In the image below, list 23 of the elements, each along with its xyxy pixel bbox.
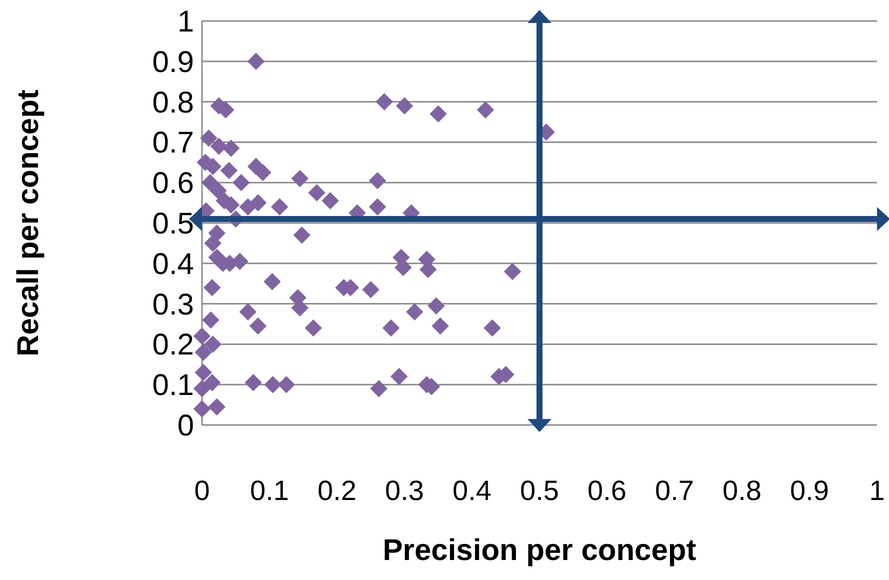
- y-tick-label: 1: [177, 6, 194, 38]
- x-tick-label: 0.3: [385, 475, 424, 506]
- y-tick-label: 0.5: [152, 208, 194, 240]
- y-tick-label: 0.3: [152, 288, 194, 322]
- y-axis-title: Recall per concept: [12, 90, 45, 356]
- y-tick-label: 0.6: [152, 167, 194, 200]
- y-tick-label: 0.9: [152, 46, 194, 79]
- y-tick-label: 0: [177, 410, 194, 442]
- x-tick-label: 0.9: [790, 475, 829, 506]
- x-tick-label: 0.7: [655, 475, 694, 506]
- x-tick-label: 0.4: [452, 475, 492, 506]
- x-tick-label: 1: [869, 475, 885, 506]
- x-axis-title: Precision per concept: [382, 534, 696, 567]
- y-tick-label: 0.7: [152, 126, 194, 160]
- x-tick-label: 0.2: [318, 475, 356, 506]
- x-tick-label: 0.6: [588, 475, 626, 506]
- y-tick-label: 0.1: [152, 369, 194, 402]
- x-tick-label: 0.1: [250, 475, 289, 506]
- y-tick-label: 0.2: [152, 328, 194, 362]
- y-tick-label: 0.8: [152, 86, 194, 120]
- x-tick-label: 0.5: [520, 475, 559, 506]
- y-tick-label: 0.4: [152, 248, 194, 281]
- x-tick-label: 0.8: [722, 475, 762, 506]
